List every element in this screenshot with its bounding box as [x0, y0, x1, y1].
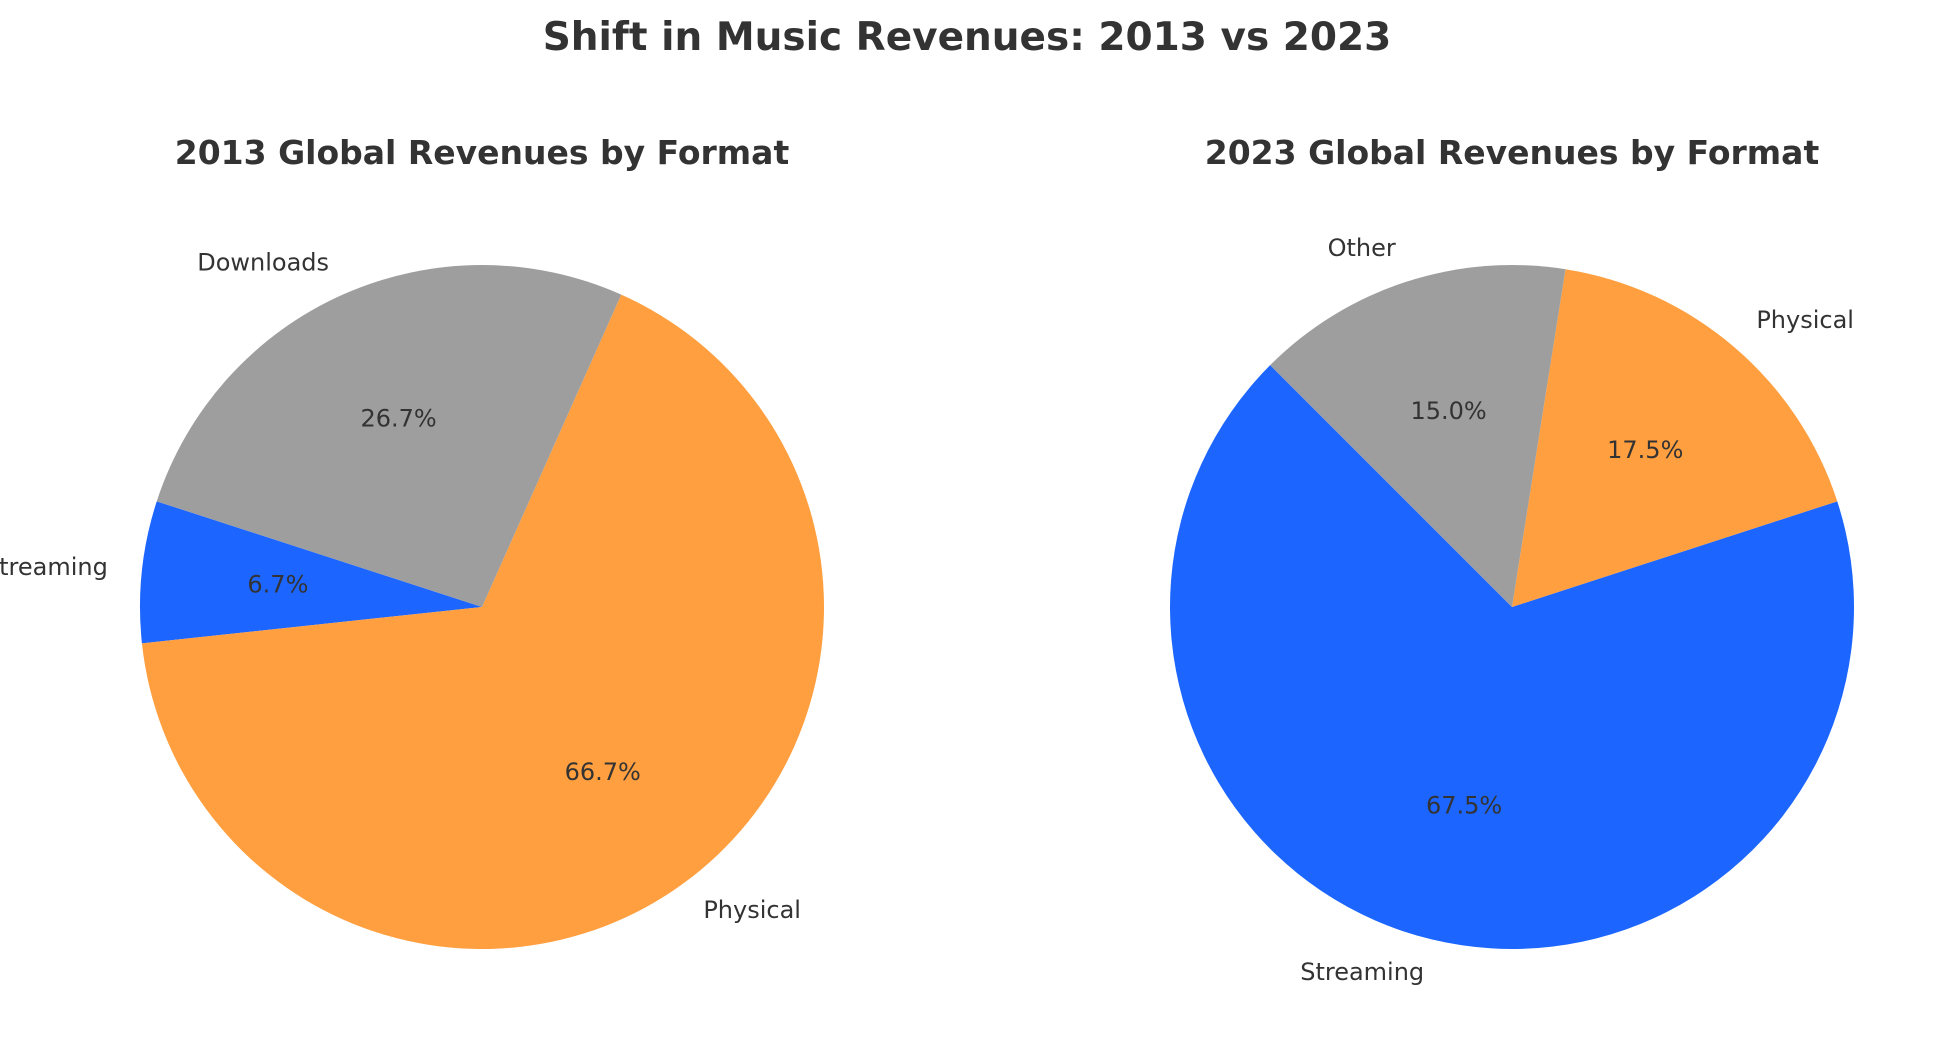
pie-slice-other-2023 — [1270, 265, 1566, 607]
slice-label-streaming-2013: Streaming — [0, 553, 108, 581]
pie-chart-2013: 2013 Global Revenues by Format Streaming… — [0, 133, 824, 950]
pct-label-physical-2013: 66.7% — [565, 758, 641, 786]
pie-slice-streaming-2013 — [140, 501, 482, 644]
pct-label-physical-2023: 17.5% — [1607, 436, 1683, 464]
slice-label-physical-2013: Physical — [703, 896, 801, 924]
slice-label-downloads-2013: Downloads — [197, 248, 329, 276]
pie-slices-2013 — [140, 265, 824, 950]
pie-slice-physical-2023 — [1512, 269, 1838, 607]
pie-title-2013: 2013 Global Revenues by Format — [175, 133, 790, 172]
pie-slice-streaming-2023 — [1170, 365, 1854, 949]
slice-label-physical-2023: Physical — [1756, 306, 1854, 334]
pie-chart-2023: 2023 Global Revenues by Format Streaming… — [1170, 133, 1854, 986]
pct-label-downloads-2013: 26.7% — [360, 405, 436, 433]
pie-slice-downloads-2013 — [156, 265, 622, 607]
slice-label-streaming-2023: Streaming — [1300, 958, 1424, 986]
pie-title-2023: 2023 Global Revenues by Format — [1205, 133, 1820, 172]
pct-label-streaming-2023: 67.5% — [1426, 792, 1502, 820]
pie-labels-2013: Streaming 6.7% Physical 66.7% Downloads 26.7% — [0, 248, 801, 924]
pie-slices-2023 — [1170, 265, 1854, 949]
figure-title: Shift in Music Revenues: 2013 vs 2023 — [543, 15, 1392, 60]
slice-label-other-2023: Other — [1328, 234, 1396, 262]
pct-label-streaming-2013: 6.7% — [247, 571, 308, 599]
pie-slice-physical-2013 — [141, 294, 824, 950]
pie-labels-2023: Streaming 67.5% Physical 17.5% Other 15.0% — [1300, 234, 1854, 986]
pct-label-other-2023: 15.0% — [1410, 397, 1486, 425]
